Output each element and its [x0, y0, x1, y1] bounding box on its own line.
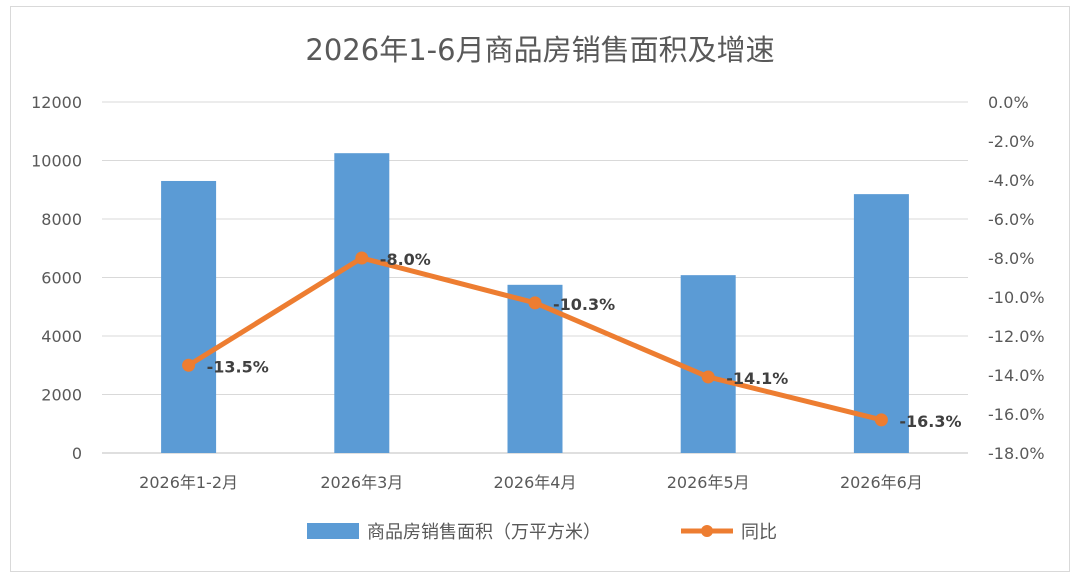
right-tick-label: 0.0% [988, 93, 1029, 112]
right-tick-label: -10.0% [988, 288, 1045, 307]
bar [680, 275, 736, 453]
left-tick-label: 12000 [31, 93, 82, 112]
legend-line-label: 同比 [741, 522, 777, 543]
data-label: -16.3% [899, 412, 961, 431]
legend: 商品房销售面积（万平方米） 同比 [307, 522, 777, 543]
line-point [528, 296, 542, 310]
category-label: 2026年4月 [494, 473, 577, 492]
category-label: 2026年1-2月 [139, 473, 238, 492]
line-series: -13.5% -8.0% -10.3% -14.1% -16.3% [182, 250, 962, 431]
right-tick-label: -6.0% [988, 210, 1034, 229]
chart-frame [10, 6, 1070, 572]
data-label: -8.0% [380, 250, 431, 269]
line-point [874, 413, 888, 427]
right-tick-label: -16.0% [988, 405, 1045, 424]
right-tick-label: -2.0% [988, 132, 1034, 151]
gridlines [102, 101, 968, 454]
right-axis-ticks: 0.0% -2.0% -4.0% -6.0% -8.0% -10.0% -12.0% -14.… [988, 93, 1045, 463]
left-tick-label: 2000 [41, 386, 82, 405]
data-label: -10.3% [553, 295, 615, 314]
right-tick-label: -14.0% [988, 366, 1045, 385]
category-label: 2026年5月 [667, 473, 750, 492]
chart-title: 2026年1-6月商品房销售面积及增速 [305, 33, 774, 67]
left-tick-label: 10000 [31, 152, 82, 171]
right-tick-label: -12.0% [988, 327, 1045, 346]
right-tick-label: -8.0% [988, 249, 1034, 268]
data-label: -13.5% [207, 357, 269, 376]
category-label: 2026年6月 [840, 473, 923, 492]
bar [161, 180, 217, 453]
legend-bar-label: 商品房销售面积（万平方米） [367, 522, 601, 543]
left-tick-label: 4000 [41, 327, 82, 346]
bar-series [161, 153, 909, 453]
legend-line-marker [701, 525, 713, 537]
legend-bar-swatch [307, 523, 359, 539]
category-labels: 2026年1-2月 2026年3月 2026年4月 2026年5月 2026年6月 [139, 473, 923, 492]
line-point [182, 358, 196, 372]
left-tick-label: 6000 [41, 269, 82, 288]
line-point [355, 251, 369, 265]
right-tick-label: -18.0% [988, 444, 1045, 463]
data-label: -14.1% [726, 369, 788, 388]
bar [334, 153, 390, 453]
left-axis-ticks: 12000 10000 8000 6000 4000 2000 0 [31, 93, 82, 463]
left-tick-label: 8000 [41, 210, 82, 229]
bar [853, 194, 909, 453]
line-point [701, 370, 715, 384]
category-label: 2026年3月 [320, 473, 403, 492]
right-tick-label: -4.0% [988, 171, 1034, 190]
left-tick-label: 0 [72, 444, 82, 463]
